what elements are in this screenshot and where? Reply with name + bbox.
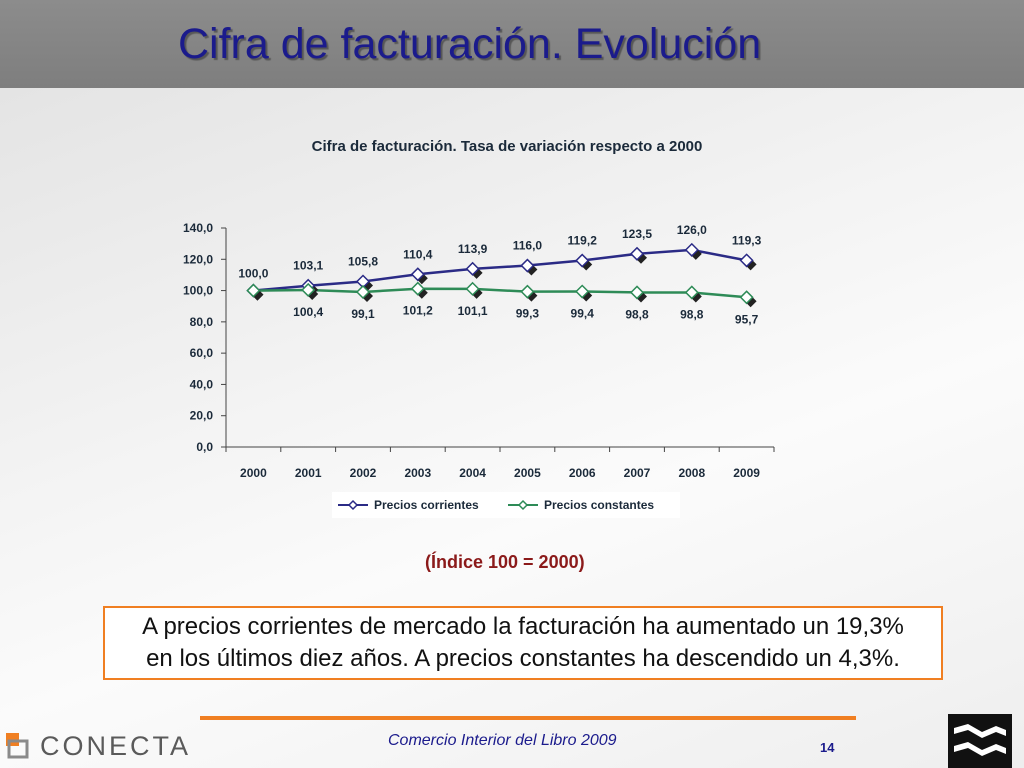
data-point-constantes [246,283,261,298]
y-tick-label: 80,0 [190,315,214,329]
x-tick-label: 2002 [350,466,377,480]
data-label-corrientes: 126,0 [677,223,707,237]
data-point-constantes [629,285,645,300]
series-line-precios-constantes [253,287,747,299]
y-tick-label: 60,0 [190,346,214,360]
x-tick-label: 2001 [295,466,322,480]
data-point-corrientes [575,253,590,268]
data-point-constantes [520,284,535,299]
data-point-constantes [739,290,754,305]
data-label-constantes: 99,3 [516,307,540,321]
data-point-corrientes [629,246,645,261]
y-tick-label: 140,0 [183,221,213,235]
conecta-logo: CONECTA [4,728,191,764]
y-tick-label: 120,0 [183,252,213,266]
x-tick-label: 2006 [569,466,596,480]
data-point-corrientes [520,258,535,273]
callout-line-2: en los últimos diez años. A precios cons… [146,645,900,672]
footer-text: Comercio Interior del Libro 2009 [388,732,617,749]
data-label-constantes: 95,7 [735,312,759,326]
title-bar: Cifra de facturación. Evolución [0,0,1024,88]
data-label-corrientes: 105,8 [348,254,378,268]
line-chart: Cifra de facturación. Tasa de variación … [182,138,775,518]
x-tick-label: 2009 [733,466,760,480]
data-label-constantes: 98,8 [625,307,649,321]
data-label-constantes: 100,4 [293,305,323,319]
legend-marker [347,499,359,511]
data-label-constantes: 99,4 [571,307,595,321]
summary-callout: A precios corrientes de mercado la factu… [103,606,943,680]
y-tick-label: 20,0 [190,409,214,423]
data-label-corrientes: 103,1 [293,259,323,273]
data-point-corrientes [465,261,480,276]
y-tick-label: 0,0 [196,440,213,454]
data-label-constantes: 101,2 [403,304,433,318]
data-label-corrientes: 116,0 [513,239,543,253]
data-point-constantes [355,284,371,300]
y-tick-label: 100,0 [183,284,213,298]
data-point-constantes [410,281,425,296]
x-tick-label: 2007 [624,466,651,480]
data-label-corrientes: 123,5 [622,227,652,241]
data-label-corrientes: 119,2 [568,234,598,248]
data-point-corrientes [739,253,754,268]
data-label-constantes: 101,1 [458,304,488,318]
index-note: (Índice 100 = 2000) [425,552,585,572]
logo-text: CONECTA [40,730,192,761]
legend-label-constantes: Precios constantes [544,498,654,512]
data-label-constantes: 99,1 [351,307,375,321]
data-point-constantes [684,285,699,300]
conecta-square-icon [6,733,29,759]
page-number: 14 [820,740,835,755]
data-point-corrientes [410,267,425,282]
data-label-corrientes: 110,4 [403,247,433,261]
series-line-precios-corrientes [253,248,747,292]
data-point-constantes [465,281,480,296]
legend-label-corrientes: Precios corrientes [374,498,479,512]
data-point-constantes [575,284,590,299]
x-tick-label: 2003 [404,466,431,480]
x-tick-label: 2005 [514,466,541,480]
callout-line-1: A precios corrientes de mercado la factu… [142,613,904,640]
chart-title: Cifra de facturación. Tasa de variación … [312,138,703,155]
data-label-corrientes: 113,9 [458,242,488,256]
x-tick-label: 2004 [459,466,486,480]
data-label-corrientes: 119,3 [732,233,762,247]
legend-box [332,492,680,518]
footer-divider [200,716,856,720]
chevron-mark-icon [948,714,1012,768]
data-point-corrientes [684,242,699,257]
data-point-constantes [301,282,316,298]
data-label-corrientes: 100,0 [238,267,268,281]
x-tick-label: 2008 [678,466,705,480]
legend-marker [517,499,529,511]
y-tick-label: 40,0 [190,377,214,391]
x-tick-label: 2000 [240,466,267,480]
slide-title: Cifra de facturación. Evolución [178,20,762,68]
data-label-constantes: 98,8 [680,307,704,321]
